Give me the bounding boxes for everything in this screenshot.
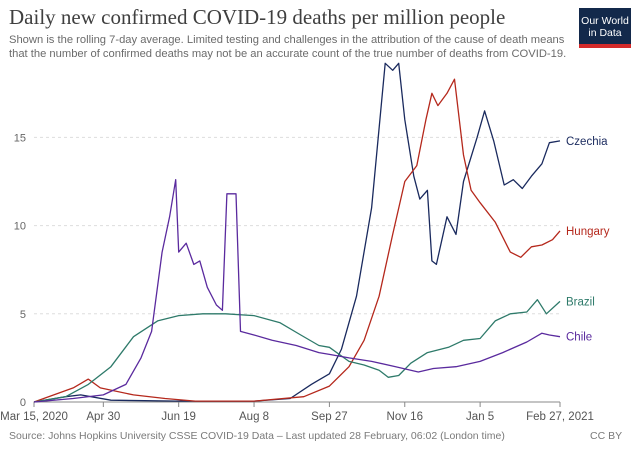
series-line-hungary [33,78,561,403]
x-tick-label: Feb 27, 2021 [526,411,594,423]
x-tick-label: Sep 27 [311,411,347,423]
logo-accent-bar [579,44,631,48]
x-tick-label: Mar 15, 2020 [0,411,68,423]
y-tick-label: 5 [20,309,26,321]
series-label-brazil: Brazil [566,296,595,308]
y-tick-label: 10 [14,221,26,233]
series-lines [33,62,561,403]
logo-line-2: in Data [588,27,622,39]
grid-lines [34,136,560,403]
owid-logo[interactable]: Our World in Data [579,8,631,48]
license-link[interactable]: CC BY [590,430,623,442]
x-axis: Mar 15, 2020 Apr 30 Jun 19 Aug 8 Sep 27 Nov 1… [0,402,594,423]
series-line-czechia [33,62,561,403]
source-note: Source: Johns Hopkins University CSSE CO… [9,430,505,442]
series-label-czechia: Czechia [566,136,608,148]
chart-subtitle: Shown is the rolling 7-day average. Limi… [9,34,567,60]
series-line-brazil [33,299,561,403]
series-label-hungary: Hungary [566,226,610,238]
y-tick-label: 15 [14,132,26,144]
logo-line-1: Our World [581,15,629,27]
x-tick-label: Aug 8 [239,411,269,423]
x-tick-label: Jan 5 [466,411,494,423]
y-tick-label: 0 [20,397,26,409]
series-end-labels: Czechia Hungary Brazil Chile [566,136,610,344]
x-tick-label: Nov 16 [387,411,423,423]
line-chart: 0 5 10 15 Mar 15, 2020 Apr 30 Jun 19 Aug 8 Sep … [0,62,610,423]
series-label-chile: Chile [566,332,592,344]
x-tick-label: Apr 30 [86,411,120,423]
x-tick-label: Jun 19 [161,411,196,423]
series-line-chile [33,179,561,403]
y-tick-labels: 0 5 10 15 [14,132,26,409]
chart-title: Daily new confirmed COVID-19 deaths per … [9,5,506,29]
